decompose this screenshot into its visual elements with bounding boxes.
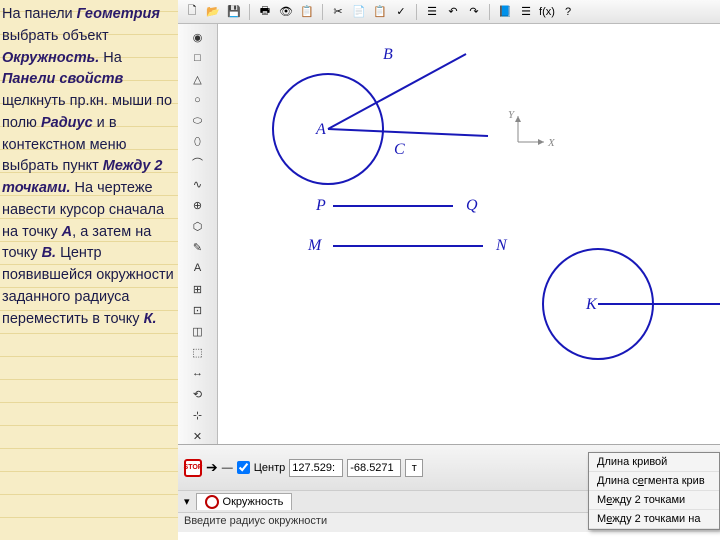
svg-text:N: N	[495, 237, 508, 254]
tool-icon[interactable]: ⊕	[189, 196, 207, 214]
svg-text:B: B	[383, 46, 393, 63]
toolbar-icon[interactable]: 🖶	[257, 4, 273, 20]
svg-text:C: C	[394, 141, 405, 158]
tool-icon[interactable]: ⬯	[189, 133, 207, 151]
toolbar-icon[interactable]: 💾	[226, 4, 242, 20]
toolbar-icon[interactable]: f(x)	[539, 4, 555, 20]
svg-text:A: A	[315, 121, 326, 138]
svg-text:Y: Y	[508, 109, 516, 121]
top-toolbar: 🗋 📂 💾 🖶 👁 📋 ✂ 📄 📋 ✓ ☰ ↶ ↷ 📘 ☰ f(x)?	[178, 0, 720, 24]
instruction-panel: На панели Геометрия выбрать объект Окруж…	[0, 0, 178, 540]
toolbar-icon[interactable]: 📋	[372, 4, 388, 20]
toolbar-icon[interactable]: 📋	[299, 4, 315, 20]
collapse-icon[interactable]: ▾	[184, 495, 190, 508]
tool-icon[interactable]: ✎	[189, 238, 207, 256]
toolbar-icon[interactable]: ✂	[330, 4, 346, 20]
svg-text:X: X	[547, 137, 556, 149]
tool-icon[interactable]: A	[189, 259, 207, 277]
toolbar-icon[interactable]: ↶	[445, 4, 461, 20]
tool-icon[interactable]: ⊹	[189, 406, 207, 424]
center-x-field[interactable]	[289, 459, 343, 477]
toolbar-icon[interactable]: 👁	[278, 4, 294, 20]
tool-icon[interactable]: ◉	[189, 28, 207, 46]
drawing-canvas[interactable]: B A C P Q M N K X Y	[218, 24, 720, 444]
tool-icon[interactable]: □	[189, 49, 207, 67]
toolbar-icon[interactable]: ↷	[466, 4, 482, 20]
arrow-icon[interactable]: ➔	[206, 459, 218, 476]
toolbar-icon[interactable]: ☰	[518, 4, 534, 20]
tab-label: Окружность	[223, 496, 284, 508]
context-menu-item[interactable]: Длина кривой	[589, 453, 719, 472]
tool-icon[interactable]: ○	[189, 91, 207, 109]
status-text: Введите радиус окружности	[184, 515, 327, 527]
left-toolbar: ◉□△○⬭⬯⌒∿⊕⬡✎A⊞⊡◫⬚↔⟲⊹✕▦	[178, 24, 218, 500]
context-menu-item[interactable]: Между 2 точками на	[589, 510, 719, 529]
toolbar-icon[interactable]: ✓	[393, 4, 409, 20]
tool-icon[interactable]: ⊡	[189, 301, 207, 319]
toolbar-icon[interactable]: ☰	[424, 4, 440, 20]
toolbar-icon[interactable]: 🗋	[184, 4, 200, 20]
tool-icon[interactable]: ⊞	[189, 280, 207, 298]
circle-icon	[205, 495, 219, 509]
tool-icon[interactable]: ✕	[189, 427, 207, 445]
tool-icon[interactable]: ⟲	[189, 385, 207, 403]
toolbar-icon[interactable]: ?	[560, 4, 576, 20]
tab-circle[interactable]: Окружность	[196, 493, 293, 510]
center-y-field[interactable]	[347, 459, 401, 477]
tool-icon[interactable]: ↔	[189, 364, 207, 382]
tool-icon[interactable]: ⬭	[189, 112, 207, 130]
context-menu: Длина кривойДлина сегмента кривМежду 2 т…	[588, 452, 720, 530]
svg-text:K: K	[585, 296, 598, 313]
t-button[interactable]: т	[405, 459, 423, 477]
tool-icon[interactable]: △	[189, 70, 207, 88]
center-checkbox[interactable]	[237, 461, 250, 474]
dash-icon: —	[222, 462, 233, 474]
instruction-text: На панели Геометрия выбрать объект Окруж…	[2, 6, 174, 327]
center-label: Центр	[254, 462, 286, 474]
tool-icon[interactable]: ⬚	[189, 343, 207, 361]
stop-button[interactable]: STOP	[184, 459, 202, 477]
tool-icon[interactable]: ◫	[189, 322, 207, 340]
tool-icon[interactable]: ⌒	[189, 154, 207, 172]
tool-icon[interactable]: ∿	[189, 175, 207, 193]
svg-text:P: P	[315, 197, 326, 214]
context-menu-item[interactable]: Между 2 точками	[589, 491, 719, 510]
svg-text:M: M	[307, 237, 323, 254]
toolbar-icon[interactable]: 📄	[351, 4, 367, 20]
toolbar-icon[interactable]: 📂	[205, 4, 221, 20]
toolbar-icon[interactable]: 📘	[497, 4, 513, 20]
context-menu-item[interactable]: Длина сегмента крив	[589, 472, 719, 491]
tool-icon[interactable]: ⬡	[189, 217, 207, 235]
svg-text:Q: Q	[466, 197, 478, 214]
